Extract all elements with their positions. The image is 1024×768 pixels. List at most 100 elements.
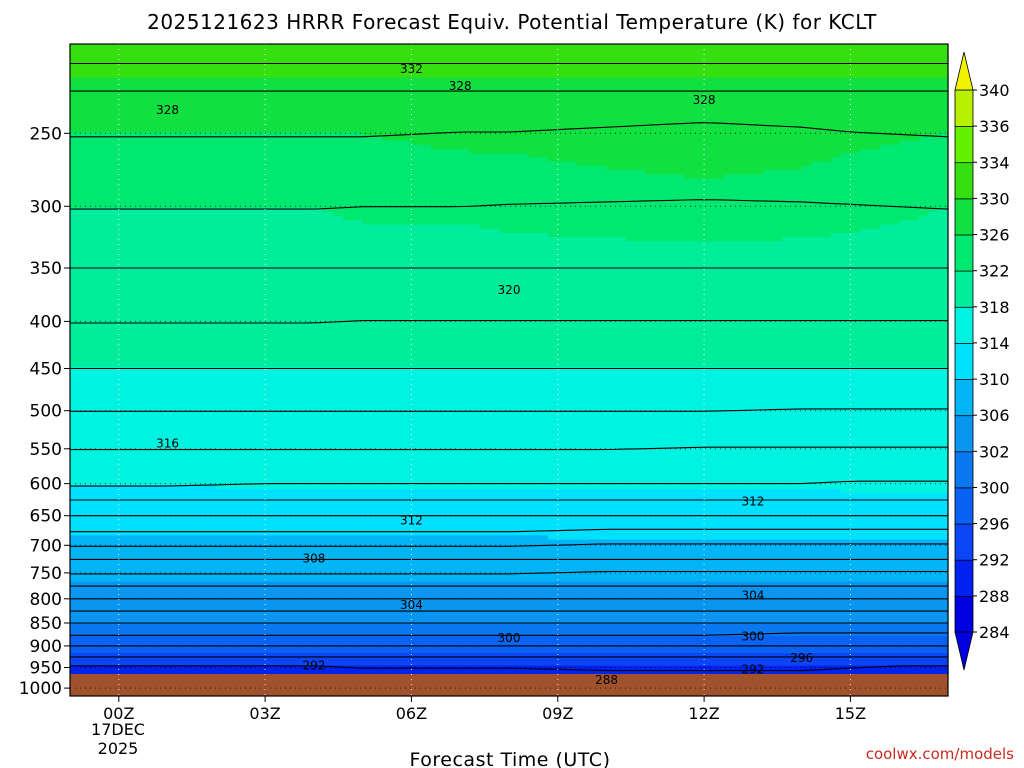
fill-cell [70,132,364,137]
x-tick-label: 15Z [835,704,866,723]
fill-cell [70,384,949,389]
fill-cell [70,522,949,528]
colorbar-label: 310 [979,370,1010,389]
fill-cell [860,149,949,154]
fill-cell [411,140,900,146]
contour-label: 292 [741,663,764,677]
contour-label: 308 [302,551,325,565]
contour-label: 328 [156,103,179,117]
colorbar-segment [954,414,974,453]
contour-labels: 332 328 328 328 320 316 312 312 308 304 304 300 300 2… [156,62,813,687]
colorbar-segment [954,197,974,236]
fill-cell [70,350,949,356]
fill-cell [811,161,949,167]
contour-label: 320 [498,283,521,297]
fill-cell [70,174,686,179]
fill-cell [70,56,949,62]
colorbar-label: 284 [979,623,1010,642]
fill-cell [382,136,920,142]
fill-cell [469,149,861,154]
fill-cell [70,325,949,331]
fill-cell [830,233,949,238]
fill-cell [830,157,949,163]
fill-cell [70,224,481,230]
fill-cell [70,661,949,667]
fill-cell [70,413,949,419]
fill-cell [70,136,383,142]
fill-cell [70,548,949,553]
fill-cell [70,228,500,234]
credit-text: coolwx.com/models [866,745,1014,763]
fill-cell [70,149,471,154]
fill-cell [216,485,949,490]
fill-cell [333,212,930,217]
fill-cell [70,657,949,662]
fill-cell [606,165,803,171]
date-label-year: 2025 [98,739,139,758]
fill-cell [70,308,949,314]
fill-cell [577,161,813,167]
contour-label: 288 [595,673,618,687]
fill-cell [938,207,949,213]
fill-cell [70,296,949,301]
contour-line [70,480,948,487]
fill-cell [70,233,549,238]
fill-cell [479,224,881,230]
colorbar-segment [954,234,974,272]
colorbar-segment [954,378,974,417]
colorbar-label: 296 [979,515,1010,534]
fill-cell [70,539,949,545]
fill-cell [70,577,949,583]
fill-cell [499,228,861,234]
colorbar-label: 288 [979,587,1010,606]
contour-line [70,543,948,547]
fill-cell [70,123,949,129]
fill-cell [70,363,949,368]
y-tick-label: 550 [30,440,62,460]
fill-cell [918,216,949,221]
colorbar-segment [954,306,974,344]
fill-cell [70,485,217,490]
theta-e-filled-contours [70,44,949,675]
fill-cell [70,569,949,574]
fill-cell [362,132,939,137]
colorbar-label: 340 [979,81,1010,100]
fill-cell [918,136,949,142]
contour-line [70,570,948,575]
chart-title: 2025121623 HRRR Forecast Equiv. Potentia… [147,10,877,34]
fill-cell [548,535,949,541]
fill-cell [528,153,842,158]
dotted-grid [70,44,948,696]
fill-cell [70,220,364,226]
fill-cell [70,380,949,385]
fill-cell [899,140,949,146]
colorbar-arrow-top [954,51,974,91]
fill-cell [70,52,949,58]
fill-cell [70,170,647,175]
fill-cell [70,627,949,633]
x-tick-label: 09Z [542,704,573,723]
fill-cell [762,170,949,175]
fill-cell [70,191,949,196]
fill-cell [70,611,949,616]
contour-line [70,320,948,324]
fill-cell [879,224,949,230]
y-tick-label: 1000 [19,679,62,699]
y-tick-label: 400 [30,312,62,332]
fill-cell [70,283,949,289]
colorbar-segment [954,450,974,489]
y-tick-label: 900 [30,637,62,657]
fill-cell [70,65,949,70]
colorbar-segment [954,523,974,561]
fill-cell [70,346,949,352]
contour-label: 312 [741,494,764,508]
fill-cell [70,86,949,91]
fill-cell [70,388,949,394]
fill-cell [70,354,949,360]
fill-cell [70,619,949,625]
fill-cell [70,195,949,200]
fill-cell [70,472,949,478]
x-tick-label: 00Z [103,704,134,723]
fill-cell [70,527,949,532]
fill-cell [70,594,949,599]
